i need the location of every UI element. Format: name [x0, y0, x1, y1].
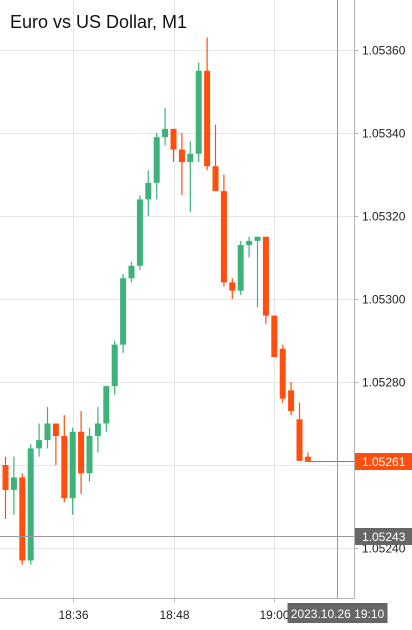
- current-price-tag-bg: [355, 453, 412, 470]
- overlays: [0, 0, 354, 598]
- y-tick-label: 1.05340: [362, 127, 406, 141]
- y-tick-label: 1.05280: [362, 376, 406, 390]
- candle-body: [36, 440, 43, 449]
- candle-body: [44, 423, 51, 441]
- candle-body: [78, 431, 85, 474]
- price-tags: 1.05261 1.05243 2023.10.26 19:10: [287, 453, 412, 623]
- candle-body: [111, 344, 118, 387]
- candle-body: [178, 149, 185, 163]
- candle-bearish: [170, 128, 177, 163]
- crosshair-price-tag: 1.05243: [355, 528, 412, 545]
- candle-bearish: [296, 402, 303, 461]
- crosshair-time-tag-label: 2023.10.26 19:10: [291, 607, 385, 621]
- candle-body: [288, 390, 295, 412]
- candle-body: [279, 348, 286, 399]
- candle-bearish: [52, 423, 59, 465]
- price-axis: 1.052401.052601.052801.053001.053201.053…: [354, 0, 406, 599]
- candle-body: [296, 419, 303, 461]
- candle-body: [52, 423, 59, 436]
- time-axis: 18:36 18:48 19:00: [0, 598, 355, 622]
- x-tick-label: 18:36: [58, 608, 88, 622]
- x-tick-label: 18:48: [159, 608, 189, 622]
- candle-body: [103, 386, 110, 424]
- candle-body: [86, 435, 93, 474]
- candle-bearish: [78, 411, 85, 495]
- candle-body: [128, 265, 135, 279]
- candle-bearish: [204, 37, 211, 171]
- candle-bullish: [120, 274, 127, 353]
- candle-body: [2, 465, 9, 490]
- candle-bullish: [36, 423, 43, 457]
- candle-body: [271, 315, 278, 358]
- candle-body: [212, 166, 219, 192]
- candle-body: [229, 282, 236, 291]
- candle-body: [262, 236, 269, 316]
- candle-body: [61, 435, 68, 499]
- candle-bearish: [271, 315, 278, 358]
- candle-bearish: [262, 236, 269, 324]
- candle-bullish: [246, 236, 253, 258]
- candle-bullish: [187, 141, 194, 212]
- candle-bearish: [61, 415, 68, 503]
- x-tick-label: 19:00: [259, 608, 289, 622]
- candle-body: [204, 70, 211, 167]
- candle-body: [246, 240, 253, 246]
- candle-bullish: [195, 62, 202, 163]
- candle-bearish: [19, 473, 26, 565]
- candle-bullish: [136, 195, 143, 270]
- chart-title: Euro vs US Dollar, M1: [10, 12, 187, 32]
- candle-bullish: [103, 386, 110, 432]
- candle-bullish: [69, 427, 76, 515]
- candle-body: [10, 477, 17, 490]
- candles: [2, 37, 311, 565]
- candle-body: [94, 423, 101, 436]
- candle-bullish: [10, 456, 17, 515]
- candle-bearish: [178, 133, 185, 196]
- candle-body: [304, 456, 311, 461]
- candle-bullish: [111, 340, 118, 395]
- candle-bearish: [2, 456, 9, 519]
- crosshair-price-tag-bg: [355, 528, 412, 545]
- crosshair-price-tag-label: 1.05243: [362, 530, 406, 544]
- y-tick-label: 1.05320: [362, 210, 406, 224]
- candle-body: [187, 153, 194, 163]
- y-tick-label: 1.05360: [362, 44, 406, 58]
- candle-body: [153, 137, 160, 183]
- candle-body: [162, 128, 169, 138]
- grid-lines: [0, 0, 354, 598]
- candle-bullish: [86, 427, 93, 482]
- candle-body: [220, 191, 227, 283]
- candle-bullish: [27, 444, 34, 565]
- current-price-tag-label: 1.05261: [362, 455, 406, 469]
- candle-body: [145, 182, 152, 200]
- candle-bullish: [162, 108, 169, 146]
- candle-body: [27, 448, 34, 561]
- y-tick-label: 1.05300: [362, 293, 406, 307]
- candle-body: [136, 199, 143, 266]
- candle-bearish: [220, 174, 227, 287]
- candle-body: [237, 245, 244, 291]
- candle-bullish: [254, 236, 261, 308]
- candle-bearish: [212, 124, 219, 192]
- candle-bearish: [279, 344, 286, 403]
- candle-body: [69, 431, 76, 499]
- crosshair-time-tag-bg: [287, 603, 388, 623]
- candle-bullish: [145, 170, 152, 216]
- candle-body: [195, 70, 202, 154]
- candle-bearish: [229, 278, 236, 299]
- candle-bullish: [44, 406, 51, 449]
- candle-body: [170, 128, 177, 150]
- current-price-tag: 1.05261: [355, 453, 412, 470]
- candle-bearish: [288, 382, 295, 416]
- candle-bullish: [128, 261, 135, 283]
- candle-bearish: [304, 452, 311, 461]
- candle-body: [120, 278, 127, 345]
- candle-bullish: [94, 406, 101, 453]
- candle-bullish: [153, 133, 160, 200]
- crosshair-time-tag: 2023.10.26 19:10: [287, 603, 388, 623]
- candle-body: [19, 477, 26, 561]
- candle-body: [254, 236, 261, 241]
- candle-bullish: [237, 240, 244, 295]
